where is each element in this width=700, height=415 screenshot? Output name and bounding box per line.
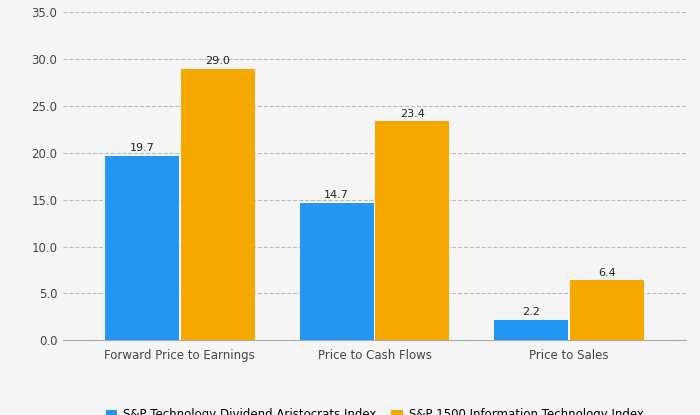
Bar	[300, 203, 374, 340]
Legend: S&P Technology Dividend Aristocrats Index, S&P 1500 Information Technology Index: S&P Technology Dividend Aristocrats Inde…	[101, 404, 648, 415]
Text: 14.7: 14.7	[324, 190, 349, 200]
Bar	[570, 281, 644, 340]
Text: 29.0: 29.0	[205, 56, 230, 66]
Bar	[375, 121, 449, 340]
Text: 23.4: 23.4	[400, 109, 425, 119]
Text: 19.7: 19.7	[130, 144, 154, 154]
Bar	[181, 68, 255, 340]
Text: 6.4: 6.4	[598, 268, 616, 278]
Bar	[494, 320, 568, 340]
Bar	[105, 156, 178, 340]
Text: 2.2: 2.2	[522, 308, 540, 317]
